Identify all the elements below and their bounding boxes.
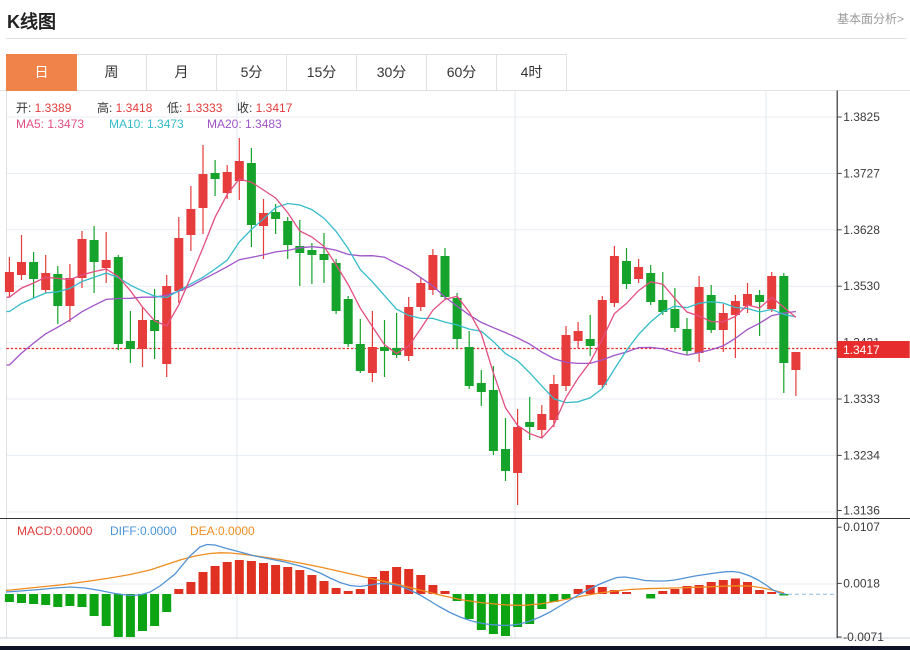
svg-text:1.3727: 1.3727 [843,166,880,180]
svg-text:0.0018: 0.0018 [843,576,880,590]
svg-text:-0.0071: -0.0071 [843,630,884,644]
svg-text:1.3530: 1.3530 [843,279,880,293]
svg-text:1.3234: 1.3234 [843,448,880,462]
svg-text:1.3333: 1.3333 [843,392,880,406]
svg-text:1.3136: 1.3136 [843,504,880,518]
svg-text:0.0107: 0.0107 [843,520,880,534]
svg-text:1.3628: 1.3628 [843,223,880,237]
svg-text:1.3825: 1.3825 [843,110,880,124]
svg-text:1.3417: 1.3417 [843,343,880,357]
